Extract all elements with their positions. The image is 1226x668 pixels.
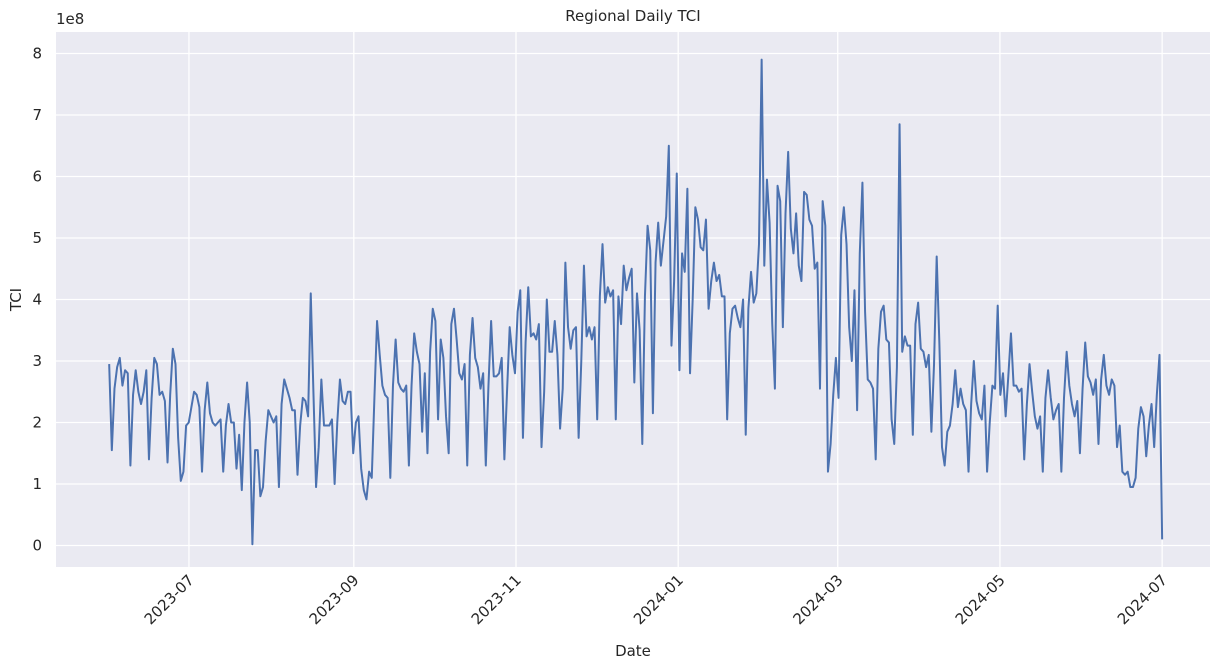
y-offset-text: 1e8 bbox=[56, 10, 84, 28]
y-tick-label: 7 bbox=[32, 106, 42, 124]
y-tick-label: 3 bbox=[32, 352, 42, 370]
y-tick-label: 2 bbox=[32, 413, 42, 431]
series-line bbox=[108, 58, 1164, 546]
y-axis-label: TCI bbox=[7, 288, 25, 312]
y-axis-ticks: 0 1 2 3 4 5 6 7 8 bbox=[32, 45, 42, 555]
series-layer bbox=[108, 58, 1164, 546]
x-tick-label: 2023-07 bbox=[141, 571, 198, 628]
y-tick-label: 6 bbox=[32, 168, 42, 186]
gridlines bbox=[56, 32, 1210, 567]
y-tick-label: 1 bbox=[32, 475, 42, 493]
chart-title: Regional Daily TCI bbox=[565, 7, 700, 25]
x-tick-label: 2024-03 bbox=[790, 571, 847, 628]
y-tick-label: 5 bbox=[32, 229, 42, 247]
y-tick-label: 0 bbox=[32, 536, 42, 554]
y-tick-label: 8 bbox=[32, 45, 42, 63]
x-tick-label: 2023-11 bbox=[468, 571, 525, 628]
x-axis-ticks: 2023-07 2023-09 2023-11 2024-01 2024-03 2024-… bbox=[141, 571, 1171, 628]
x-tick-label: 2023-09 bbox=[306, 571, 363, 628]
x-axis-label: Date bbox=[615, 642, 651, 660]
x-tick-label: 2024-07 bbox=[1114, 571, 1171, 628]
x-tick-label: 2024-01 bbox=[630, 571, 687, 628]
y-tick-label: 4 bbox=[32, 291, 42, 309]
x-tick-label: 2024-05 bbox=[952, 571, 1009, 628]
